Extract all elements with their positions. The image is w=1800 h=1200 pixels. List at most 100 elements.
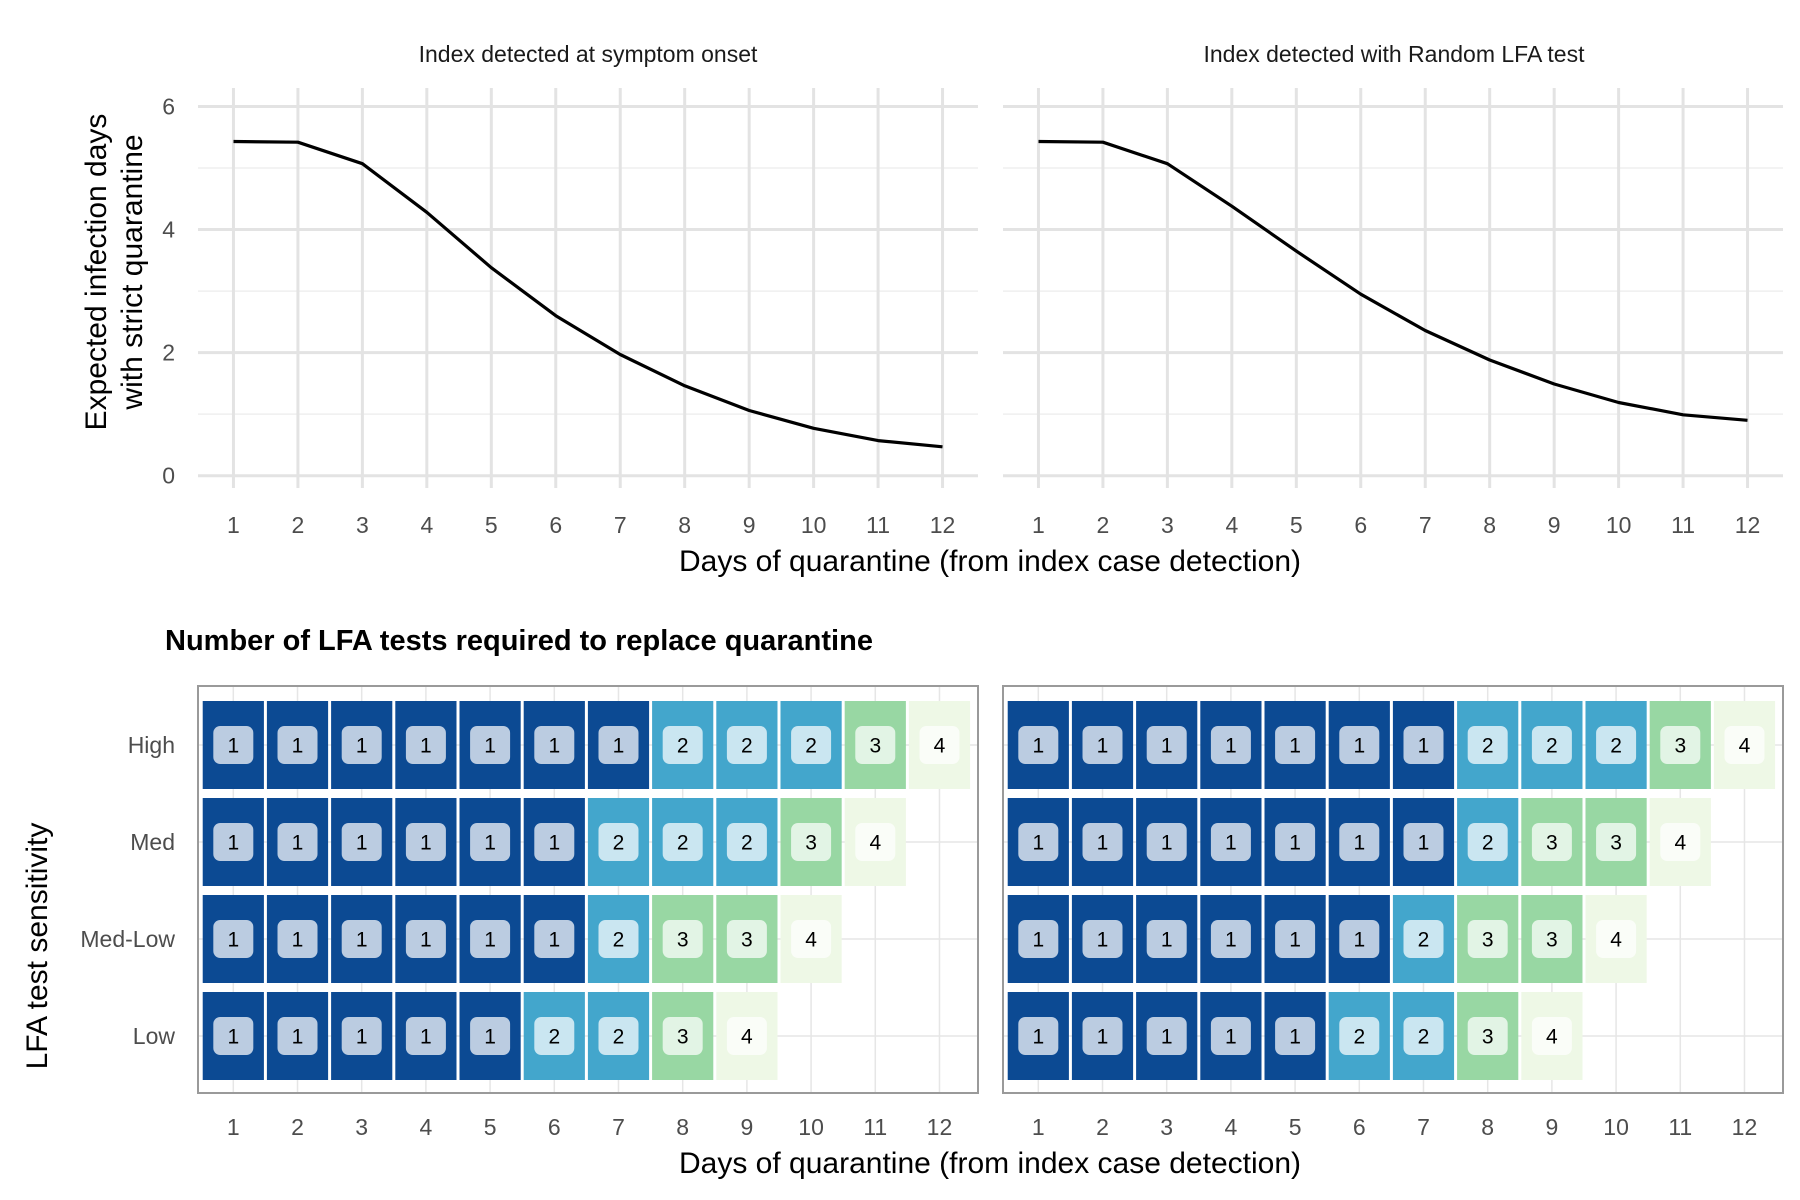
- heatmap-left-label-box: [277, 1017, 318, 1055]
- top-grid: [198, 88, 1783, 488]
- heatmap-right-label-box: [1210, 823, 1251, 861]
- top-right-x-tick-label: 3: [1161, 512, 1174, 538]
- heatmap-x-axis-title: Days of quarantine (from index case dete…: [679, 1147, 1301, 1180]
- heatmap-left-tile-label: 2: [613, 1026, 625, 1049]
- heatmap-left-x-tick-label: 11: [863, 1114, 887, 1140]
- heatmap-left-tile-label: 1: [548, 832, 560, 855]
- heatmap-left-label-box: [470, 920, 511, 958]
- heatmap-left-label-box: [791, 823, 832, 861]
- heatmap-right-x-tick-label: 4: [1225, 1114, 1238, 1140]
- heatmap-left-tile-label: 2: [613, 929, 625, 952]
- heatmap-left-tile-label: 1: [227, 735, 239, 758]
- heatmap-left-label-box: [598, 823, 639, 861]
- heatmap-left-tile-label: 4: [741, 1026, 753, 1049]
- heatmap-left-label-box: [662, 823, 703, 861]
- heatmap-left-tile-label: 4: [869, 832, 881, 855]
- top-right-x-tick-label: 10: [1606, 512, 1632, 538]
- heatmap-left-label-box: [598, 1017, 639, 1055]
- heatmap-left-tile-label: 1: [484, 929, 496, 952]
- heatmap-right-tile-label: 1: [1097, 1026, 1109, 1049]
- heatmap-left-label-box: [726, 920, 767, 958]
- heatmap-panel-borders: [197, 685, 1784, 1094]
- top-left-series-line: [233, 139, 943, 449]
- heatmap-left-x-tick-label: 9: [740, 1114, 753, 1140]
- heatmap-right-tile-label: 3: [1674, 735, 1686, 758]
- heatmap-left-tile-label: 1: [548, 929, 560, 952]
- heatmap-right-label-box: [1275, 920, 1316, 958]
- heatmap-left-tile-label: 1: [356, 929, 368, 952]
- heatmap-right-tile-label: 2: [1418, 1026, 1430, 1049]
- heatmap-left-label-box: [277, 920, 318, 958]
- heatmap-right-x-tick-label: 11: [1668, 1114, 1692, 1140]
- top-left-x-tick-label: 7: [614, 512, 627, 538]
- top-y-axis-title-line-2: with strict quarantine: [116, 134, 149, 410]
- heatmap-right-x-tick-label: 12: [1732, 1114, 1758, 1140]
- heatmap-right-x-tick-label: 3: [1160, 1114, 1173, 1140]
- heatmap-right-label-box: [1339, 920, 1380, 958]
- top-y-tick-label: 4: [162, 217, 175, 243]
- heatmap-right-label-box: [1082, 823, 1123, 861]
- heatmap-left-tile-label: 4: [805, 929, 817, 952]
- heatmap-right-x-tick-label: 7: [1417, 1114, 1430, 1140]
- heatmap-right-label-box: [1082, 1017, 1123, 1055]
- top-right-x-tick-label: 8: [1483, 512, 1496, 538]
- heatmap-right-tile-label: 1: [1418, 832, 1430, 855]
- heatmap-left-label-box: [662, 726, 703, 764]
- top-right-series-line: [1038, 139, 1748, 422]
- heatmap-right-tile-label: 1: [1225, 735, 1237, 758]
- heatmap-left-label-box: [598, 726, 639, 764]
- heatmap-right-label-box: [1403, 920, 1444, 958]
- heatmap-y-axis-title: LFA test sensitivity: [21, 823, 54, 1070]
- heatmap-right-tile-label: 4: [1739, 735, 1751, 758]
- heatmap-right-x-tick-label: 5: [1289, 1114, 1302, 1140]
- heatmap-left-label-box: [919, 726, 960, 764]
- heatmap-right-tile-label: 1: [1353, 929, 1365, 952]
- heatmap-right-tile-label: 1: [1225, 929, 1237, 952]
- heatmap-right-tile-label: 1: [1289, 735, 1301, 758]
- top-left-x-tick-label: 2: [292, 512, 305, 538]
- top-left-x-tick-label: 11: [866, 512, 890, 538]
- heatmap-right-label-box: [1660, 726, 1701, 764]
- heatmap-left-x-tick-label: 2: [291, 1114, 304, 1140]
- heatmap-left-tile-label: 1: [548, 735, 560, 758]
- heatmap-left-tile-label: 1: [613, 735, 625, 758]
- heatmap-right-label-box: [1146, 1017, 1187, 1055]
- heatmap-left-tile-label: 1: [484, 735, 496, 758]
- heatmap-right-label-box: [1082, 920, 1123, 958]
- heatmap-left-label-box: [534, 1017, 575, 1055]
- heatmap-right-tile-label: 1: [1225, 1026, 1237, 1049]
- heatmap-left-tile-label: 1: [356, 735, 368, 758]
- top-x-tick-labels: 1 2 3 4 5 6 7 8 9 10 11 12 1 2 3 4 5 6 7 8 9 10 11 12: [227, 512, 1760, 538]
- heatmap-left-label-box: [213, 920, 254, 958]
- heatmap-right-label-box: [1531, 726, 1572, 764]
- heatmap-left-x-tick-label: 1: [227, 1114, 240, 1140]
- heatmap-left-label-box: [341, 920, 382, 958]
- heatmap-right-label-box: [1210, 920, 1251, 958]
- heatmap-left-tile-label: 1: [356, 832, 368, 855]
- top-right-x-tick-label: 12: [1735, 512, 1761, 538]
- heatmap-left-panel-border: [197, 685, 979, 1094]
- top-left-x-tick-label: 8: [678, 512, 691, 538]
- heatmap-left-tile-label: 3: [677, 929, 689, 952]
- heatmap-left-label-box: [534, 823, 575, 861]
- heatmap-left-label-box: [341, 823, 382, 861]
- heatmap-left-label-box: [341, 726, 382, 764]
- strip-title-random-lfa: Index detected with Random LFA test: [1203, 41, 1585, 67]
- heatmap-right-label-box: [1531, 823, 1572, 861]
- heatmap-right-label-box: [1403, 726, 1444, 764]
- top-y-tick-label: 2: [162, 340, 175, 366]
- heatmap-left-x-tick-label: 3: [355, 1114, 368, 1140]
- heatmap-right-label-box: [1210, 1017, 1251, 1055]
- top-left-x-tick-label: 6: [549, 512, 562, 538]
- heatmap-right-label-box: [1531, 920, 1572, 958]
- top-y-tick-labels: 0 2 4 6: [162, 93, 175, 488]
- heatmap-right-tile-label: 2: [1610, 735, 1622, 758]
- heatmap-left-label-box: [213, 1017, 254, 1055]
- heatmap-right-label-box: [1210, 726, 1251, 764]
- heatmap-right-tile-label: 1: [1289, 832, 1301, 855]
- heatmap-left-label-box: [534, 920, 575, 958]
- heatmap-right-label-box: [1018, 823, 1059, 861]
- heatmap-left-label-box: [405, 920, 446, 958]
- heatmap-y-tick-label: High: [128, 732, 175, 758]
- heatmap-right-tile-label: 1: [1161, 832, 1173, 855]
